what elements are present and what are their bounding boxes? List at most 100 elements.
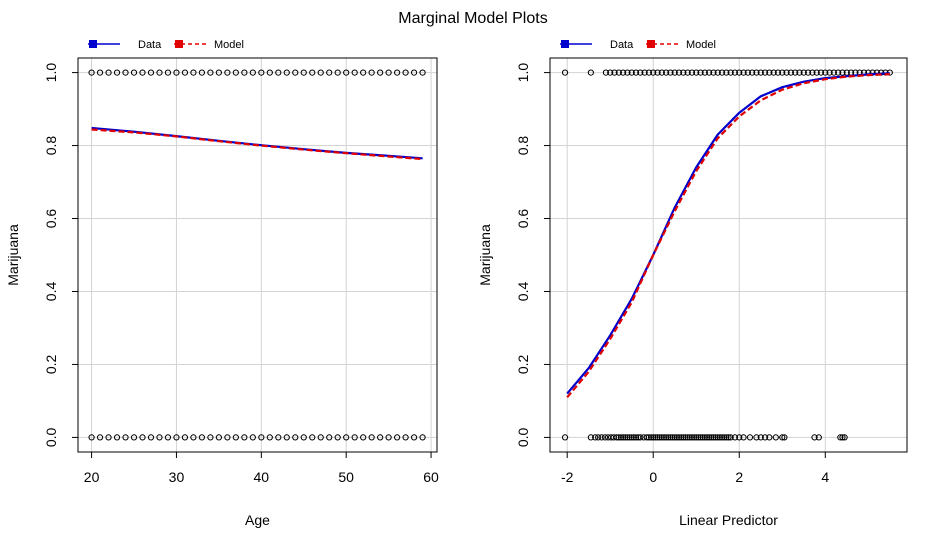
- data-point: [139, 434, 146, 441]
- data-point: [839, 69, 846, 76]
- data-point: [800, 69, 807, 76]
- y-axis-title: Marijuana: [5, 224, 21, 286]
- data-point: [693, 434, 700, 441]
- data-point: [620, 434, 627, 441]
- data-point: [632, 434, 640, 441]
- legend-model-label: Model: [686, 39, 716, 51]
- x-tick-label: 2: [735, 469, 743, 485]
- data-point: [607, 69, 614, 76]
- data-point: [686, 434, 693, 441]
- data-point: [723, 69, 730, 76]
- data-point: [792, 69, 799, 76]
- data-point: [410, 434, 418, 441]
- data-point: [796, 69, 803, 76]
- data-point: [809, 69, 816, 76]
- data-point: [317, 434, 324, 441]
- data-point: [224, 69, 231, 76]
- data-point: [675, 434, 683, 441]
- data-point: [736, 69, 743, 76]
- data-point: [841, 434, 848, 441]
- data-point: [699, 434, 706, 441]
- data-point: [706, 434, 713, 441]
- data-point: [817, 69, 825, 76]
- data-point: [122, 69, 129, 76]
- data-point: [164, 69, 172, 76]
- data-point: [198, 434, 206, 441]
- data-point: [675, 69, 683, 76]
- data-point: [669, 434, 676, 441]
- data-point: [671, 434, 678, 441]
- data-point: [753, 69, 760, 76]
- x-tick-label: 30: [169, 469, 185, 485]
- data-point: [343, 69, 350, 76]
- data-point: [601, 434, 609, 441]
- data-point: [822, 69, 829, 76]
- data-point: [804, 69, 812, 76]
- data-point: [658, 434, 665, 441]
- data-point: [402, 434, 409, 441]
- data-point: [753, 434, 760, 441]
- data-point: [723, 434, 730, 441]
- data-point: [385, 434, 392, 441]
- x-tick-label: 20: [84, 469, 100, 485]
- data-point: [770, 69, 777, 76]
- data-point: [688, 69, 696, 76]
- panel-linear-predictor: -2 0 2 4 0.0 0.2 0.4 0.6 0.8 1.0 Linear Predictor M…: [477, 39, 908, 528]
- data-point: [731, 434, 739, 441]
- x-axis-title: Age: [245, 512, 270, 528]
- data-point: [326, 434, 333, 441]
- data-point: [561, 69, 569, 76]
- data-point: [815, 434, 822, 441]
- legend-model-swatch: [175, 40, 183, 48]
- data-point: [215, 434, 222, 441]
- data-point: [207, 434, 214, 441]
- data-point: [130, 434, 138, 441]
- data-point: [292, 434, 299, 441]
- data-point: [736, 434, 743, 441]
- data-point: [654, 69, 661, 76]
- data-point: [343, 434, 350, 441]
- data-point: [688, 434, 696, 441]
- data-point: [624, 434, 631, 441]
- y-tick-label: 0.6: [43, 209, 59, 229]
- data-point: [667, 434, 674, 441]
- data-point: [173, 434, 180, 441]
- data-point: [660, 434, 668, 441]
- data-point: [292, 69, 299, 76]
- data-point: [207, 69, 214, 76]
- data-point: [701, 69, 708, 76]
- data-point: [721, 434, 728, 441]
- data-point: [663, 434, 670, 441]
- data-point: [377, 434, 384, 441]
- data-point: [645, 434, 653, 441]
- data-point: [774, 69, 782, 76]
- data-point: [598, 434, 605, 441]
- data-point: [317, 69, 324, 76]
- legend-data-label: Data: [138, 39, 162, 51]
- data-point: [275, 69, 282, 76]
- data-point: [744, 69, 751, 76]
- data-point: [309, 434, 316, 441]
- data-point: [88, 434, 95, 441]
- data-point: [766, 69, 773, 76]
- data-point: [122, 434, 129, 441]
- data-series-line: [566, 72, 890, 395]
- data-point: [650, 434, 657, 441]
- data-point: [779, 434, 786, 441]
- data-point: [410, 69, 418, 76]
- data-point: [830, 69, 837, 76]
- data-point: [360, 69, 367, 76]
- data-point: [96, 434, 104, 441]
- model-series-line: [566, 73, 890, 399]
- data-point: [258, 69, 265, 76]
- y-tick-label: 0.6: [515, 209, 531, 229]
- legend-data-swatch: [561, 40, 569, 48]
- data-point: [695, 434, 702, 441]
- data-point: [779, 69, 786, 76]
- model-series-line: [91, 128, 423, 161]
- data-point: [665, 434, 672, 441]
- data-point: [708, 434, 715, 441]
- data-point: [241, 434, 248, 441]
- data-point: [96, 69, 104, 76]
